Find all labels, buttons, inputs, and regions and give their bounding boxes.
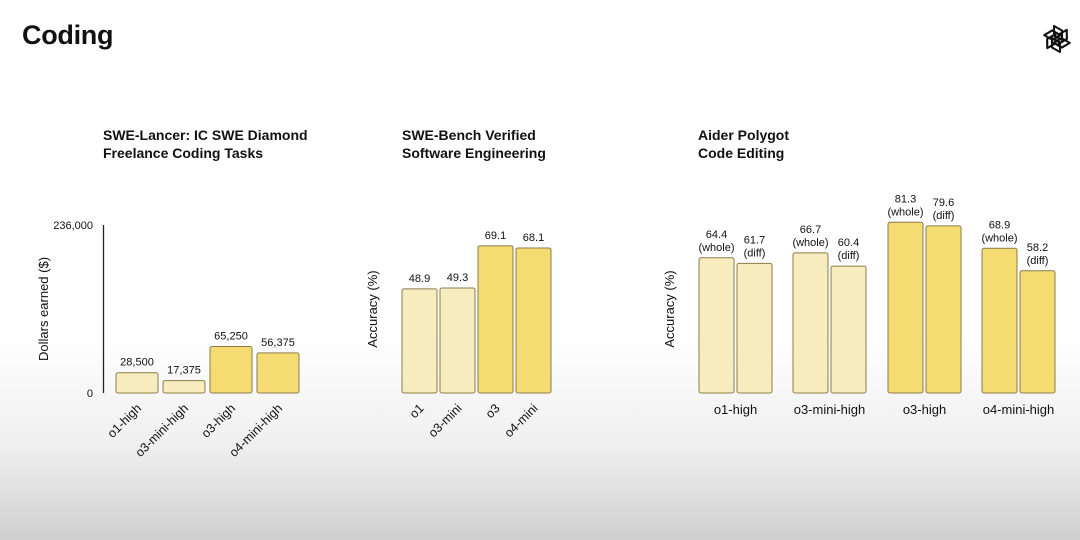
data-label: 28,500: [120, 357, 154, 369]
data-label: 56,375: [261, 337, 295, 349]
chart-title-line-2: Code Editing: [698, 145, 785, 161]
y-tick-label: 236,000: [53, 220, 93, 232]
series-label: (whole): [981, 232, 1017, 244]
x-tick-label: o1-high: [105, 401, 144, 440]
bar: [887, 221, 924, 394]
series-label: (whole): [698, 242, 734, 254]
series-label: (diff): [1027, 255, 1049, 267]
x-tick-label: o3-high: [903, 402, 946, 417]
openai-logo-icon: [1043, 24, 1071, 54]
bar: [981, 247, 1018, 394]
page-title: Coding: [22, 20, 114, 50]
chart-title-swe-lancer: SWE-Lancer: IC SWE Diamond Freelance Cod…: [103, 126, 308, 162]
data-label: 49.3: [447, 272, 468, 284]
x-tick-label: o1: [407, 401, 427, 421]
data-label: 48.9: [409, 273, 430, 285]
bar: [477, 245, 514, 394]
series-label: (diff): [744, 247, 766, 259]
series-label: (diff): [838, 250, 860, 262]
x-tick-label: o3: [483, 401, 503, 421]
data-label: 64.4: [706, 229, 727, 241]
bar: [401, 288, 438, 394]
chart-title-line-2: Software Engineering: [402, 145, 546, 161]
data-label: 66.7: [800, 224, 821, 236]
y-axis-label: Accuracy (%): [365, 270, 380, 347]
series-label: (diff): [933, 210, 955, 222]
bar: [830, 265, 867, 394]
y-axis-label: Dollars earned ($): [36, 257, 51, 361]
data-label: 65,250: [214, 331, 248, 343]
x-tick-label: o4-mini: [502, 401, 541, 440]
bar: [1019, 270, 1056, 394]
chart-title-line-1: SWE-Bench Verified: [402, 127, 536, 143]
bar: [925, 225, 962, 394]
data-label: 79.6: [933, 197, 954, 209]
data-label: 61.7: [744, 234, 765, 246]
bar: [209, 346, 253, 394]
chart-title-aider: Aider Polygot Code Editing: [698, 126, 789, 162]
y-axis-label: Accuracy (%): [662, 270, 677, 347]
chart-title-swe-bench: SWE-Bench Verified Software Engineering: [402, 126, 546, 162]
data-label: 69.1: [485, 230, 506, 242]
x-tick-label: o3-mini-high: [794, 402, 866, 417]
bar: [256, 352, 300, 394]
x-tick-label: o4-mini-high: [983, 402, 1055, 417]
bar: [162, 380, 206, 394]
data-label: 68.9: [989, 219, 1010, 231]
bar: [515, 247, 552, 394]
x-tick-label: o3-mini: [426, 401, 465, 440]
bar: [439, 287, 476, 394]
data-label: 60.4: [838, 237, 859, 249]
x-tick-label: o1-high: [714, 402, 757, 417]
bar: [115, 372, 159, 394]
data-label: 58.2: [1027, 242, 1048, 254]
y-tick-label: 0: [87, 388, 93, 400]
chart-title-line-2: Freelance Coding Tasks: [103, 145, 264, 161]
bar: [792, 252, 829, 394]
series-label: (whole): [887, 206, 923, 218]
bar: [698, 257, 735, 394]
chart-title-line-1: Aider Polygot: [698, 127, 790, 143]
data-label: 81.3: [895, 193, 916, 205]
chart-title-line-1: SWE-Lancer: IC SWE Diamond: [103, 127, 308, 143]
bar: [736, 262, 773, 394]
data-label: 68.1: [523, 232, 544, 244]
x-tick-label: o3-high: [199, 401, 238, 440]
series-label: (whole): [792, 237, 828, 249]
data-label: 17,375: [167, 365, 201, 377]
